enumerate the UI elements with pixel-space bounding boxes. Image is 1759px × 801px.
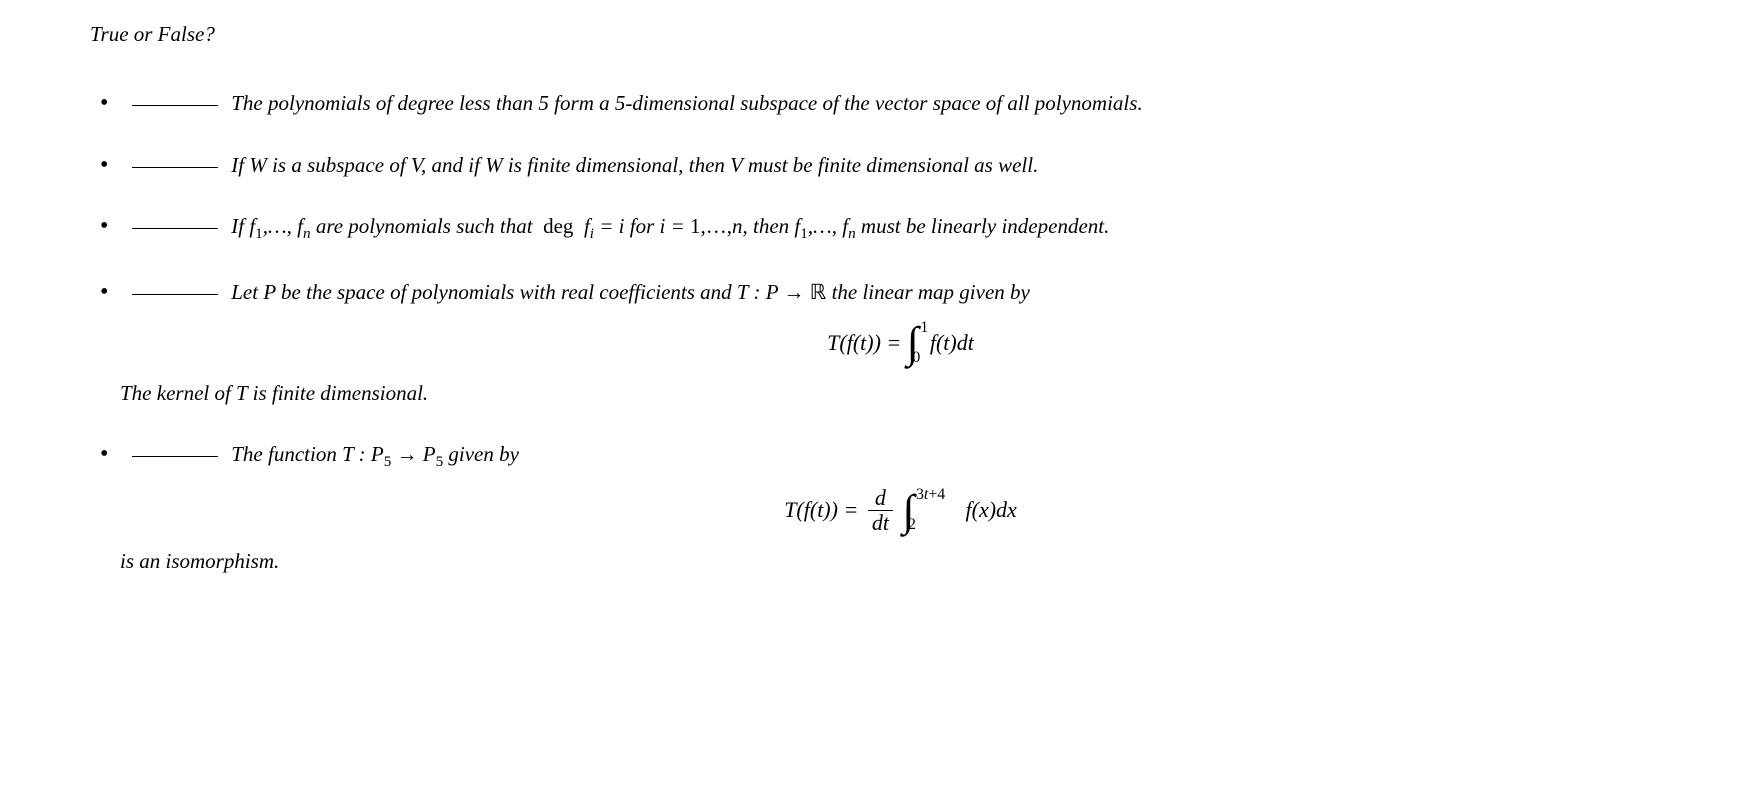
question-list: The polynomials of degree less than 5 fo…	[90, 89, 1669, 576]
answer-blank[interactable]	[132, 208, 218, 229]
question-item-3: If f1,…, fn are polynomials such that de…	[100, 212, 1669, 245]
question-item-2: If W is a subspace of V, and if W is fin…	[100, 151, 1669, 180]
question-header: True or False?	[90, 20, 1669, 49]
integral-upper-bound: 1	[920, 317, 928, 339]
question-item-4: Let P be the space of polynomials with r…	[100, 278, 1669, 409]
formula-integral-2: T(f(t)) = d dt ∫ 3t+4 2 f(x)dx	[132, 486, 1669, 535]
integral-lower-bound: 0	[912, 347, 920, 369]
integral-lower-bound: 2	[908, 514, 916, 536]
question-text: If f1,…, fn are polynomials such that de…	[231, 214, 1109, 238]
formula-lhs: T(f(t)) =	[827, 328, 901, 359]
question-continuation: is an isomorphism.	[120, 547, 1669, 576]
integral-upper-bound: 3t+4	[916, 484, 945, 506]
question-text: The polynomials of degree less than 5 fo…	[231, 91, 1142, 115]
answer-blank[interactable]	[132, 436, 218, 457]
integrand: f(x)dx	[966, 495, 1017, 526]
integrand: f(t)dt	[930, 328, 974, 359]
fraction-denominator: dt	[868, 511, 893, 535]
formula-integral-1: T(f(t)) = ∫ 1 0 f(t)dt	[132, 319, 1669, 367]
fraction-numerator: d	[868, 486, 893, 511]
fraction-derivative: d dt	[868, 486, 893, 535]
question-item-1: The polynomials of degree less than 5 fo…	[100, 89, 1669, 118]
question-continuation: The kernel of T is finite dimensional.	[120, 379, 1669, 408]
answer-blank[interactable]	[132, 274, 218, 295]
formula-lhs: T(f(t)) =	[784, 495, 858, 526]
header-title: True or False?	[90, 22, 215, 46]
answer-blank[interactable]	[132, 147, 218, 168]
question-text: The function T : P5 → P5 given by	[231, 442, 519, 466]
question-text: Let P be the space of polynomials with r…	[231, 280, 1030, 304]
answer-blank[interactable]	[132, 85, 218, 106]
question-text: If W is a subspace of V, and if W is fin…	[231, 153, 1038, 177]
question-item-5: The function T : P5 → P5 given by T(f(t)…	[100, 440, 1669, 576]
